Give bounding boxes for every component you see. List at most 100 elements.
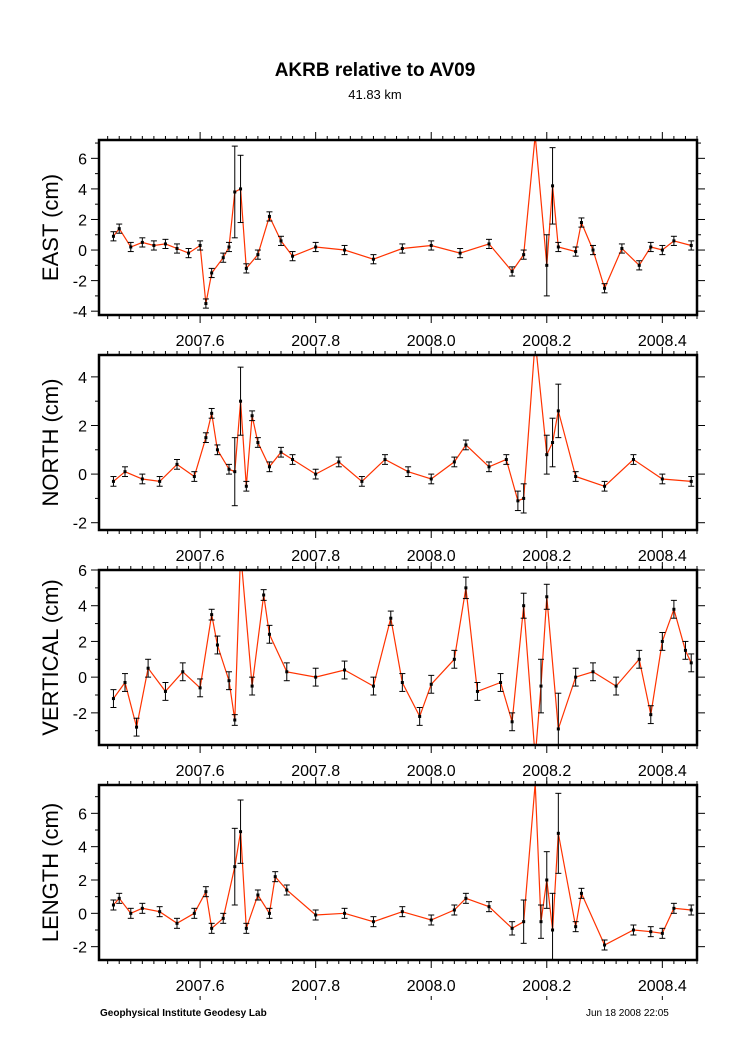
- vertical-data-point: [614, 684, 618, 688]
- vertical-data-point: [233, 718, 237, 722]
- vertical-data-point: [198, 686, 202, 690]
- east-data-point: [591, 248, 595, 252]
- north-data-point: [452, 460, 456, 464]
- vertical-data-point: [135, 725, 139, 729]
- length-data-point: [574, 925, 578, 929]
- vertical-data-point: [314, 675, 318, 679]
- length-data-point: [579, 891, 583, 895]
- length-y-tick-label: -2: [73, 940, 87, 957]
- north-data-point: [314, 472, 318, 476]
- east-x-tick-label: 2007.8: [291, 333, 340, 350]
- vertical-data-point: [545, 595, 549, 599]
- east-data-point: [163, 242, 167, 246]
- length-series-line: [112, 785, 692, 946]
- east-data-point: [256, 253, 260, 257]
- north-data-point: [279, 450, 283, 454]
- vertical-data-point: [475, 689, 479, 693]
- north-data-point: [204, 436, 208, 440]
- footer-timestamp: Jun 18 2008 22:05: [586, 1008, 669, 1019]
- east-data-point: [620, 247, 624, 251]
- length-data-point: [285, 888, 289, 892]
- east-data-point: [400, 247, 404, 251]
- east-y-tick-label: 4: [78, 182, 87, 199]
- east-data-point: [239, 187, 243, 191]
- north-data-point: [244, 484, 248, 488]
- east-y-tick-label: 0: [78, 243, 87, 260]
- north-series-line: [113, 355, 692, 502]
- length-data-point: [551, 928, 555, 932]
- north-y-tick-label: 4: [78, 370, 87, 387]
- east-data-point: [545, 263, 549, 267]
- length-data-point: [510, 926, 514, 930]
- length-axis-title: LENGTH (cm): [38, 803, 63, 942]
- east-data-point: [637, 263, 641, 267]
- vertical-data-point: [464, 586, 468, 590]
- vertical-data-point: [163, 689, 167, 693]
- east-series-line: [112, 140, 692, 304]
- east-plot-frame: [97, 138, 699, 317]
- vertical-data-point: [267, 632, 271, 636]
- north-data-point: [631, 458, 635, 462]
- east-data-point: [579, 221, 583, 225]
- north-data-point: [111, 479, 115, 483]
- length-data-point: [314, 913, 318, 917]
- north-data-point: [250, 414, 254, 418]
- east-data-point: [129, 245, 133, 249]
- north-data-point: [337, 460, 341, 464]
- vertical-y-tick-label: -2: [73, 706, 87, 723]
- east-data-point: [204, 302, 208, 306]
- vertical-x-tick-label: 2007.6: [176, 763, 225, 780]
- east-data-point: [233, 190, 237, 194]
- north-y-tick-label: 0: [78, 467, 87, 484]
- north-y-tick-label: -2: [73, 516, 87, 533]
- north-axis-title: NORTH (cm): [38, 379, 63, 507]
- vertical-data-point: [285, 670, 289, 674]
- vertical-data-point: [660, 639, 664, 643]
- east-data-point: [152, 243, 156, 247]
- length-data-point: [233, 865, 237, 869]
- length-data-point: [192, 911, 196, 915]
- length-data-point: [175, 921, 179, 925]
- east-data-point: [660, 248, 664, 252]
- length-data-point: [545, 878, 549, 882]
- length-data-point: [256, 893, 260, 897]
- north-data-point: [267, 465, 271, 469]
- length-data-point: [631, 928, 635, 932]
- vertical-data-point: [389, 616, 393, 620]
- north-y-tick-label: 2: [78, 418, 87, 435]
- vertical-data-point: [591, 670, 595, 674]
- east-axis-title: EAST (cm): [38, 174, 63, 281]
- north-x-tick-label: 2008.0: [407, 548, 456, 565]
- east-data-point: [371, 257, 375, 261]
- north-plot-frame: [97, 353, 699, 532]
- east-data-point: [187, 251, 191, 255]
- vertical-series-line: [112, 570, 692, 745]
- length-data-point: [429, 918, 433, 922]
- vertical-y-tick-label: 2: [78, 634, 87, 651]
- vertical-x-tick-label: 2007.8: [291, 763, 340, 780]
- north-data-point: [516, 499, 520, 503]
- north-data-point: [291, 458, 295, 462]
- north-data-point: [227, 467, 231, 471]
- east-data-point: [649, 245, 653, 249]
- length-x-tick-label: 2008.4: [638, 978, 687, 995]
- length-data-point: [210, 926, 214, 930]
- east-data-point: [522, 253, 526, 257]
- length-plot-frame: [97, 783, 699, 962]
- north-data-point: [545, 453, 549, 457]
- length-data-point: [464, 896, 468, 900]
- east-data-point: [198, 243, 202, 247]
- vertical-axis-title: VERTICAL (cm): [38, 579, 63, 735]
- vertical-data-point: [123, 681, 127, 684]
- vertical-data-point: [371, 684, 375, 688]
- east-data-point: [314, 245, 318, 249]
- length-data-point: [649, 930, 653, 934]
- length-data-point: [244, 926, 248, 930]
- chart-subtitle: 41.83 km: [348, 87, 402, 102]
- length-data-point: [603, 943, 607, 947]
- east-data-point: [111, 234, 115, 238]
- length-data-point: [452, 908, 456, 912]
- east-data-point: [672, 239, 676, 243]
- north-data-point: [383, 458, 387, 462]
